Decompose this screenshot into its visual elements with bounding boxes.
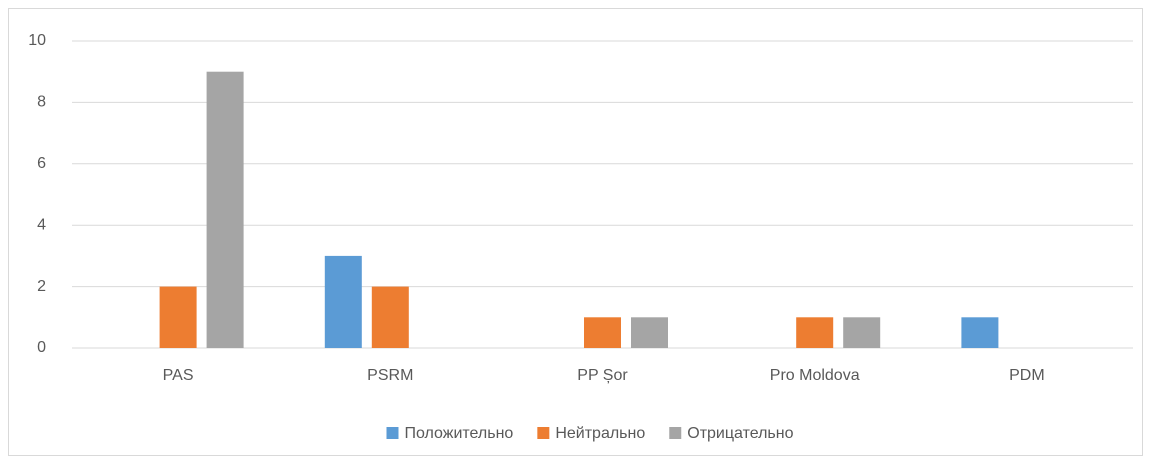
legend-label: Положительно [404, 425, 513, 442]
bar [961, 317, 999, 348]
chart-border [8, 8, 1143, 456]
bar [843, 317, 881, 348]
y-tick-label: 6 [37, 155, 46, 172]
bar [584, 317, 621, 348]
x-tick-label: PAS [163, 367, 194, 384]
x-tick-label: Pro Moldova [770, 367, 860, 384]
bar [159, 286, 197, 348]
legend-swatch [669, 427, 682, 439]
x-tick-label: PDM [1009, 367, 1045, 384]
legend-swatch [537, 427, 550, 439]
x-tick-label: PSRM [367, 367, 413, 384]
bar [206, 71, 244, 348]
y-tick-label: 10 [28, 32, 46, 49]
y-tick-label: 0 [37, 339, 46, 356]
bar [324, 255, 362, 348]
bar [631, 317, 668, 348]
bar [796, 317, 834, 348]
y-tick-label: 2 [37, 278, 46, 295]
legend-label: Отрицательно [687, 425, 793, 442]
x-tick-label: PP Șor [577, 367, 628, 384]
legend-swatch [386, 427, 399, 439]
legend-label: Нейтрально [555, 425, 645, 442]
y-tick-label: 4 [37, 216, 46, 233]
bar [371, 286, 409, 348]
y-tick-label: 8 [37, 94, 46, 111]
